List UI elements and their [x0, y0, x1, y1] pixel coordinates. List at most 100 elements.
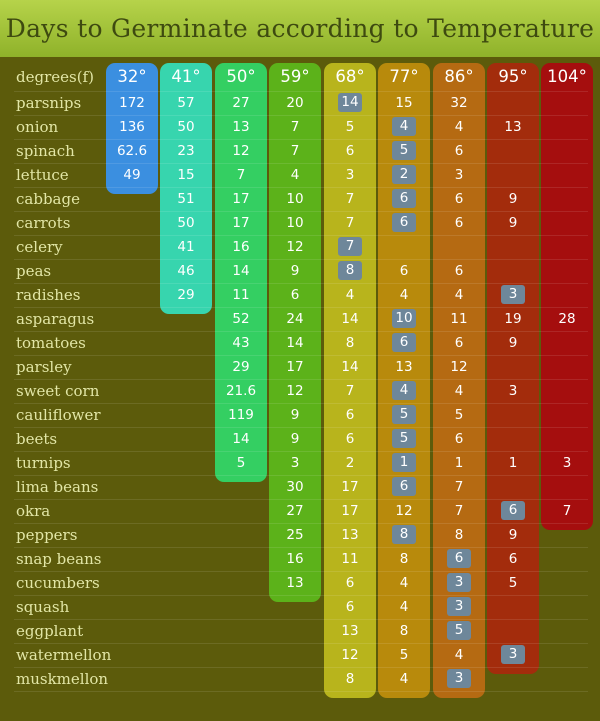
data-cell: 6: [454, 431, 464, 447]
highlight-chip: 6: [392, 212, 416, 232]
data-cell: 3: [454, 167, 464, 183]
row-label: onion: [16, 118, 59, 136]
data-cell: 4: [345, 287, 355, 303]
highlight-chip: 1: [392, 452, 416, 472]
highlight-chip: 6: [501, 500, 525, 520]
data-cell: 6: [378, 331, 430, 355]
row-label: muskmellon: [16, 670, 109, 688]
data-cell: 25: [286, 527, 304, 543]
data-cell: 5: [378, 427, 430, 451]
data-cell: 20: [286, 95, 304, 111]
data-cell: 5: [378, 139, 430, 163]
row-divider: [14, 139, 588, 140]
data-cell: 6: [378, 211, 430, 235]
data-cell: 6: [454, 263, 464, 279]
row-label: turnips: [16, 454, 71, 472]
data-cell: 7: [236, 167, 246, 183]
column-bar: [433, 63, 485, 698]
data-cell: 7: [324, 235, 376, 259]
row-divider: [14, 259, 588, 260]
row-divider: [14, 499, 588, 500]
data-cell: 14: [341, 311, 359, 327]
column-header: 104°: [547, 67, 587, 86]
data-cell: 21.6: [225, 383, 257, 399]
data-cell: 9: [290, 431, 300, 447]
highlight-chip: 8: [392, 524, 416, 544]
row-divider: [14, 331, 588, 332]
row-label: lima beans: [16, 478, 99, 496]
data-cell: 4: [454, 119, 464, 135]
data-cell: 9: [508, 527, 518, 543]
data-cell: 24: [286, 311, 304, 327]
highlight-chip: 3: [447, 596, 471, 616]
data-cell: 6: [345, 407, 355, 423]
row-label: eggplant: [16, 622, 84, 640]
row-divider: [14, 451, 588, 452]
row-label: radishes: [16, 286, 81, 304]
row-divider: [14, 235, 588, 236]
row-label: snap beans: [16, 550, 102, 568]
data-cell: 4: [454, 383, 464, 399]
data-cell: 15: [177, 167, 195, 183]
data-cell: 12: [450, 359, 468, 375]
data-cell: 3: [345, 167, 355, 183]
row-label: okra: [16, 502, 51, 520]
row-divider: [14, 115, 588, 116]
row-divider: [14, 619, 588, 620]
data-cell: 12: [286, 239, 304, 255]
highlight-chip: 6: [392, 188, 416, 208]
row-divider: [14, 691, 588, 692]
data-cell: 11: [450, 311, 468, 327]
data-cell: 14: [324, 91, 376, 115]
data-cell: 5: [454, 407, 464, 423]
row-label: parsley: [16, 358, 72, 376]
data-cell: 50: [177, 215, 195, 231]
data-cell: 136: [119, 119, 145, 135]
row-label: sweet corn: [16, 382, 100, 400]
data-cell: 16: [232, 239, 250, 255]
highlight-chip: 5: [392, 140, 416, 160]
column-bar: [269, 63, 321, 602]
data-cell: 32: [450, 95, 468, 111]
row-label: lettuce: [16, 166, 69, 184]
row-label: cabbage: [16, 190, 80, 208]
data-cell: 12: [232, 143, 250, 159]
highlight-chip: 3: [501, 644, 525, 664]
highlight-chip: 3: [501, 284, 525, 304]
data-cell: 4: [399, 575, 409, 591]
data-cell: 28: [558, 311, 576, 327]
data-cell: 4: [290, 167, 300, 183]
data-cell: 1: [378, 451, 430, 475]
data-cell: 6: [487, 499, 539, 523]
row-divider: [14, 595, 588, 596]
data-cell: 7: [290, 119, 300, 135]
data-cell: 6: [454, 191, 464, 207]
data-cell: 2: [378, 163, 430, 187]
data-cell: 13: [504, 119, 522, 135]
data-cell: 9: [508, 335, 518, 351]
data-cell: 11: [341, 551, 359, 567]
data-cell: 7: [454, 503, 464, 519]
data-cell: 7: [345, 191, 355, 207]
row-label: carrots: [16, 214, 71, 232]
data-cell: 15: [395, 95, 413, 111]
row-label: peppers: [16, 526, 78, 544]
row-divider: [14, 187, 588, 188]
data-cell: 8: [345, 335, 355, 351]
highlight-chip: 8: [338, 260, 362, 280]
highlight-chip: 4: [392, 380, 416, 400]
data-cell: 3: [487, 643, 539, 667]
data-cell: 27: [286, 503, 304, 519]
row-divider: [14, 379, 588, 380]
data-cell: 13: [395, 359, 413, 375]
data-cell: 14: [232, 431, 250, 447]
data-cell: 6: [454, 335, 464, 351]
data-cell: 13: [232, 119, 250, 135]
highlight-chip: 4: [392, 116, 416, 136]
data-cell: 19: [504, 311, 522, 327]
data-cell: 7: [345, 383, 355, 399]
highlight-chip: 6: [447, 548, 471, 568]
row-divider: [14, 307, 588, 308]
row-divider: [14, 643, 588, 644]
